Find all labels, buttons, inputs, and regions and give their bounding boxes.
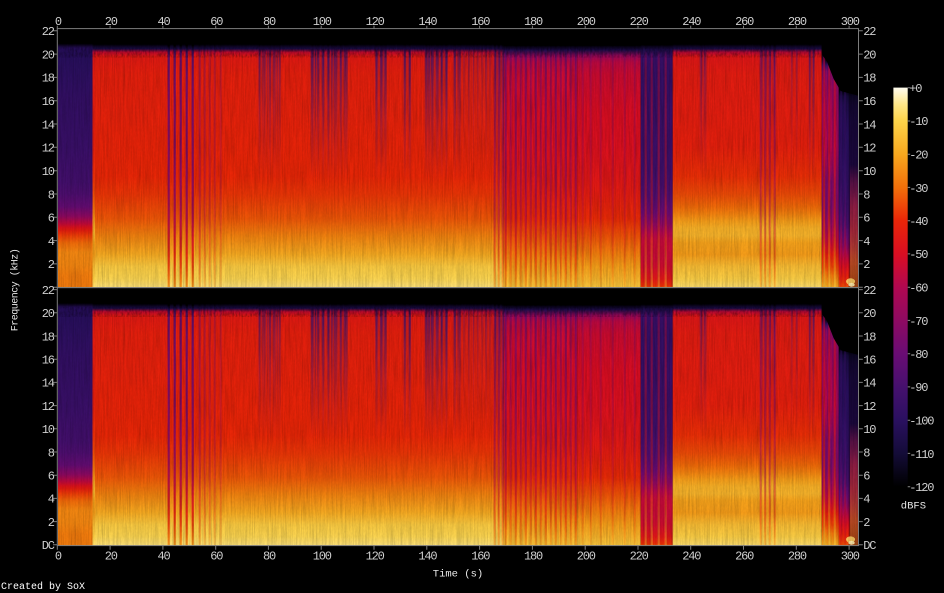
svg-text:120: 120 — [366, 550, 385, 564]
svg-text:180: 180 — [524, 550, 543, 564]
svg-text:8: 8 — [863, 446, 870, 460]
svg-text:-100: -100 — [909, 415, 934, 429]
svg-text:2: 2 — [48, 516, 55, 530]
svg-text:120: 120 — [366, 15, 385, 29]
svg-text:4: 4 — [863, 493, 870, 507]
svg-text:-110: -110 — [909, 448, 934, 462]
svg-text:8: 8 — [48, 446, 55, 460]
svg-text:40: 40 — [157, 550, 170, 564]
svg-text:18: 18 — [42, 72, 55, 86]
svg-text:160: 160 — [471, 15, 490, 29]
svg-text:22: 22 — [863, 25, 876, 39]
svg-text:16: 16 — [42, 95, 55, 109]
svg-text:200: 200 — [577, 550, 596, 564]
svg-text:-80: -80 — [909, 348, 928, 362]
svg-text:160: 160 — [471, 550, 490, 564]
svg-text:4: 4 — [863, 235, 870, 249]
svg-text:20: 20 — [105, 550, 118, 564]
svg-text:280: 280 — [788, 15, 807, 29]
svg-text:10: 10 — [42, 423, 55, 437]
svg-text:20: 20 — [863, 48, 876, 62]
svg-text:-120: -120 — [909, 481, 934, 495]
svg-text:8: 8 — [48, 188, 55, 202]
svg-text:18: 18 — [42, 330, 55, 344]
svg-text:-20: -20 — [909, 149, 928, 163]
svg-text:12: 12 — [42, 142, 55, 156]
svg-text:DC: DC — [863, 539, 876, 553]
svg-text:140: 140 — [418, 550, 437, 564]
svg-text:80: 80 — [263, 550, 276, 564]
svg-text:DC: DC — [42, 539, 55, 553]
svg-text:14: 14 — [42, 377, 55, 391]
svg-text:140: 140 — [418, 15, 437, 29]
svg-text:220: 220 — [630, 15, 649, 29]
svg-text:-90: -90 — [909, 381, 928, 395]
svg-text:16: 16 — [42, 354, 55, 368]
svg-text:240: 240 — [682, 15, 701, 29]
svg-text:2: 2 — [863, 258, 870, 272]
svg-text:18: 18 — [863, 330, 876, 344]
svg-text:6: 6 — [863, 212, 870, 226]
svg-text:180: 180 — [524, 15, 543, 29]
svg-text:14: 14 — [863, 377, 876, 391]
svg-text:20: 20 — [863, 307, 876, 321]
svg-text:6: 6 — [863, 470, 870, 484]
svg-text:2: 2 — [48, 258, 55, 272]
svg-text:+0: +0 — [909, 82, 922, 96]
svg-text:-30: -30 — [909, 182, 928, 196]
svg-text:100: 100 — [313, 15, 332, 29]
svg-text:22: 22 — [42, 25, 55, 39]
svg-text:0: 0 — [55, 550, 62, 564]
svg-text:20: 20 — [42, 48, 55, 62]
svg-text:80: 80 — [263, 15, 276, 29]
svg-text:10: 10 — [863, 165, 876, 179]
svg-text:Created by SoX: Created by SoX — [1, 581, 85, 593]
svg-text:12: 12 — [863, 400, 876, 414]
svg-text:220: 220 — [630, 550, 649, 564]
svg-text:14: 14 — [42, 118, 55, 132]
svg-text:12: 12 — [863, 142, 876, 156]
svg-text:Time (s): Time (s) — [433, 568, 483, 580]
svg-text:6: 6 — [48, 470, 55, 484]
svg-text:2: 2 — [863, 516, 870, 530]
svg-text:40: 40 — [157, 15, 170, 29]
svg-text:dBFS: dBFS — [901, 501, 926, 513]
svg-text:240: 240 — [682, 550, 701, 564]
svg-text:4: 4 — [48, 493, 55, 507]
svg-text:300: 300 — [841, 15, 860, 29]
svg-text:20: 20 — [42, 307, 55, 321]
svg-text:Frequency (kHz): Frequency (kHz) — [10, 249, 22, 332]
svg-text:0: 0 — [55, 15, 62, 29]
svg-text:280: 280 — [788, 550, 807, 564]
svg-text:22: 22 — [863, 284, 876, 298]
svg-text:12: 12 — [42, 400, 55, 414]
svg-text:-60: -60 — [909, 282, 928, 296]
svg-text:-10: -10 — [909, 115, 928, 129]
svg-text:16: 16 — [863, 95, 876, 109]
svg-text:300: 300 — [841, 550, 860, 564]
svg-text:20: 20 — [105, 15, 118, 29]
svg-text:60: 60 — [210, 15, 223, 29]
svg-text:18: 18 — [863, 72, 876, 86]
svg-text:100: 100 — [313, 550, 332, 564]
svg-text:200: 200 — [577, 15, 596, 29]
svg-text:10: 10 — [42, 165, 55, 179]
svg-text:4: 4 — [48, 235, 55, 249]
svg-text:260: 260 — [735, 15, 754, 29]
svg-text:60: 60 — [210, 550, 223, 564]
svg-text:-70: -70 — [909, 315, 928, 329]
svg-text:6: 6 — [48, 212, 55, 226]
svg-text:22: 22 — [42, 284, 55, 298]
svg-text:-40: -40 — [909, 215, 928, 229]
svg-text:14: 14 — [863, 118, 876, 132]
svg-text:16: 16 — [863, 354, 876, 368]
svg-text:260: 260 — [735, 550, 754, 564]
svg-text:8: 8 — [863, 188, 870, 202]
svg-text:-50: -50 — [909, 248, 928, 262]
svg-text:10: 10 — [863, 423, 876, 437]
